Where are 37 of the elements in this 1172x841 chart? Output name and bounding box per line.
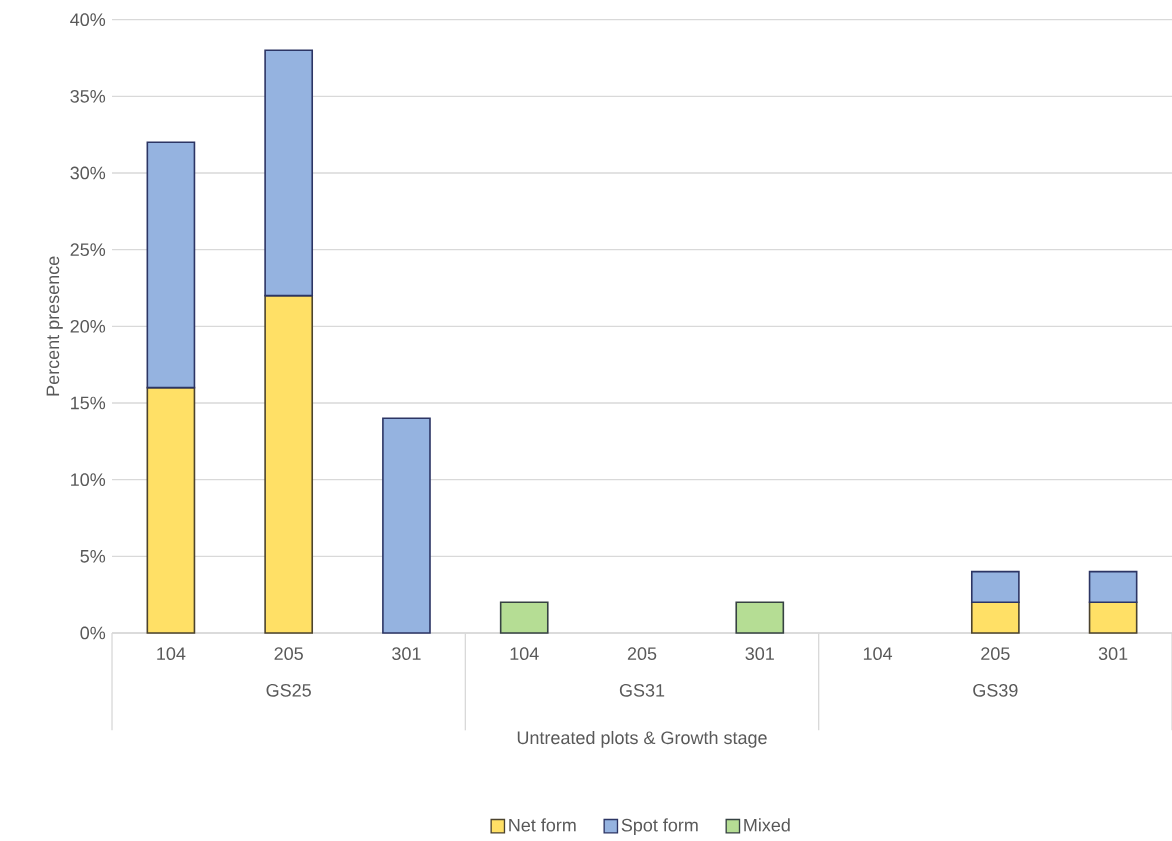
y-tick-label: 30%	[70, 166, 106, 180]
bar	[1088, 570, 1138, 604]
bar	[735, 601, 785, 634]
text: GS39	[973, 683, 1018, 697]
bar	[1088, 601, 1138, 634]
text: GS25	[266, 683, 311, 697]
text: GS31	[619, 683, 665, 697]
bar	[264, 49, 314, 297]
legend-label: Mixed	[744, 818, 790, 832]
y-tick-label: 35%	[70, 89, 106, 103]
x-tick-label: 104	[510, 647, 539, 660]
y-tick-label: 0%	[80, 626, 106, 640]
bar	[264, 294, 314, 634]
y-tick-label: 5%	[80, 549, 106, 563]
bar	[146, 141, 196, 389]
bar	[146, 386, 196, 634]
x-tick-label: 104	[157, 647, 186, 660]
bar	[382, 417, 431, 634]
x-tick-label: 301	[392, 647, 421, 660]
bar	[499, 601, 549, 634]
x-tick-label: 205	[981, 647, 1010, 660]
bar	[970, 570, 1020, 604]
bar	[970, 601, 1020, 634]
y-tick-label: 20%	[70, 319, 106, 333]
y-tick-label: 25%	[70, 243, 106, 257]
x-tick-label: 301	[745, 647, 774, 660]
x-axis-title: Untreated plots & Growth stage	[517, 730, 767, 748]
legend-label: Net form	[509, 818, 576, 832]
y-tick-label: 40%	[70, 13, 106, 27]
y-axis-title: Percent presence	[46, 256, 63, 396]
y-tick-label: 10%	[71, 473, 106, 487]
x-tick-label: 104	[863, 647, 893, 660]
y-tick-label: 15%	[71, 396, 106, 410]
legend-label: Spot form	[621, 818, 698, 836]
x-tick-label: 205	[274, 647, 303, 660]
x-tick-label: 205	[627, 647, 657, 660]
x-tick-label: 301	[1098, 647, 1128, 660]
